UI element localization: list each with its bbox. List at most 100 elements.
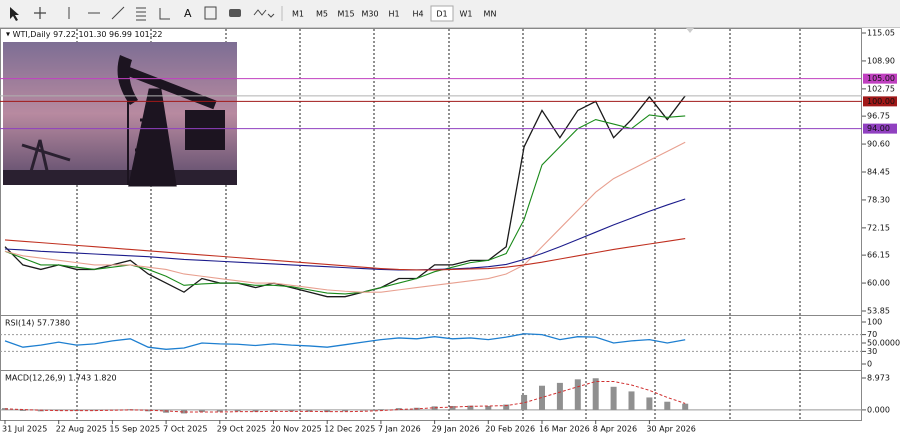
fibo-tool[interactable] xyxy=(159,8,170,20)
level-label: 94.00 xyxy=(867,124,890,133)
x-tick-label: 8 Apr 2026 xyxy=(593,425,637,434)
macd-bar xyxy=(431,406,438,410)
macd-bar xyxy=(216,409,223,412)
x-tick-label: 15 Sep 2025 xyxy=(109,425,160,434)
y-tick-label: 53.85 xyxy=(867,307,890,316)
series-line xyxy=(4,238,686,271)
series-line xyxy=(4,333,686,350)
macd-bar xyxy=(270,409,277,411)
x-tick-label: 30 Apr 2026 xyxy=(646,425,695,434)
y-tick-label: 115.05 xyxy=(867,29,895,38)
y-tick-label: 100 xyxy=(867,318,882,327)
x-tick-label: 29 Jan 2026 xyxy=(432,425,480,434)
macd-bar xyxy=(449,405,456,410)
macd-bar xyxy=(91,409,98,411)
y-tick-label: 8.973 xyxy=(867,374,890,383)
macd-bar xyxy=(574,379,581,410)
macd-bar xyxy=(55,409,62,411)
y-tick-label: 78.30 xyxy=(867,195,890,204)
timeframe-button[interactable]: D1 xyxy=(436,10,447,19)
macd-bar xyxy=(377,409,384,410)
level-label-bg xyxy=(863,123,897,134)
y-tick-label: 96.75 xyxy=(867,112,890,121)
level-label: 100.00 xyxy=(867,97,895,106)
series-line xyxy=(4,141,686,293)
y-tick-label: 0 xyxy=(867,360,872,369)
shapes-tool[interactable] xyxy=(229,9,241,17)
signal-line xyxy=(4,380,686,413)
symbol-caption: ▾ WTI,Daily 97.22 101.30 96.99 101.22 xyxy=(6,30,162,39)
toolbar: A M1 M5 M15 M30 H1 H4 D1 W1 MN xyxy=(0,0,900,28)
symbol: WTI,Daily xyxy=(13,30,51,39)
macd-bar xyxy=(181,409,187,414)
y-tick-label: 0.000 xyxy=(867,405,890,414)
macd-title: MACD(12,26,9) 1.743 1.820 xyxy=(5,374,117,383)
arrows-tool[interactable] xyxy=(253,9,275,18)
macd-bar xyxy=(503,404,510,410)
macd-bar xyxy=(395,408,402,410)
macd-bar xyxy=(342,409,349,412)
timeframe-button[interactable]: H1 xyxy=(388,10,399,19)
series-line xyxy=(4,198,686,271)
x-tick-label: 7 Oct 2025 xyxy=(163,425,207,434)
y-tick-label: 30 xyxy=(867,347,877,356)
timeframe-button[interactable]: M1 xyxy=(292,10,304,19)
x-tick-label: 22 Aug 2025 xyxy=(56,425,107,434)
cursor-tool[interactable] xyxy=(10,7,19,21)
macd-bar xyxy=(198,409,205,413)
x-tick-label: 31 Jul 2025 xyxy=(2,425,47,434)
level-label-bg xyxy=(863,73,897,84)
macd-bar xyxy=(592,378,599,410)
y-tick-label: 90.60 xyxy=(867,140,890,149)
x-tick-label: 16 Mar 2026 xyxy=(539,425,590,434)
oil-pump-image xyxy=(3,42,237,187)
timeframe-button[interactable]: W1 xyxy=(460,10,473,19)
x-tick-label: 20 Feb 2026 xyxy=(485,425,535,434)
macd-bar xyxy=(288,409,295,412)
y-tick-label: 72.15 xyxy=(867,223,890,232)
macd-bar xyxy=(467,405,474,410)
macd-bar xyxy=(324,409,331,413)
y-tick-label: 70 xyxy=(867,330,877,339)
timeframe-button[interactable]: M5 xyxy=(316,10,328,19)
y-tick-label: 102.75 xyxy=(867,84,895,93)
y-tick-label: 50.0000 xyxy=(867,339,900,348)
ohlc-readout: 97.22 101.30 96.99 101.22 xyxy=(53,30,162,39)
timeframe-button[interactable]: MN xyxy=(484,10,497,19)
series-line xyxy=(4,114,686,295)
timeframe-button[interactable]: H4 xyxy=(412,10,423,19)
channel-tool[interactable] xyxy=(136,7,146,21)
macd-bar xyxy=(485,405,492,410)
macd-bar xyxy=(521,394,528,410)
x-tick-label: 20 Nov 2025 xyxy=(271,425,322,434)
macd-bar xyxy=(19,409,26,411)
macd-bar xyxy=(556,382,563,410)
level-label-bg xyxy=(863,96,897,107)
y-tick-label: 66.15 xyxy=(867,251,890,260)
level-label: 105.00 xyxy=(867,74,895,83)
rsi-title: RSI(14) 57.7380 xyxy=(5,319,70,328)
y-tick-label: 84.45 xyxy=(867,168,890,177)
active-timeframe xyxy=(430,5,454,22)
macd-bar xyxy=(628,391,635,410)
macd-bar xyxy=(306,409,313,412)
timeframe-button[interactable]: M15 xyxy=(337,10,354,19)
y-tick-label: 60.00 xyxy=(867,279,890,288)
macd-bar xyxy=(145,409,152,412)
macd-bar xyxy=(360,409,366,411)
x-tick-label: 12 Dec 2025 xyxy=(324,425,375,434)
text-tool[interactable]: A xyxy=(184,7,192,20)
macd-bar xyxy=(646,397,653,410)
y-tick-label: 108.90 xyxy=(867,56,895,65)
crosshair-tool[interactable] xyxy=(34,7,46,19)
macd-bar xyxy=(539,385,545,410)
x-tick-label: 29 Oct 2025 xyxy=(217,425,266,434)
timeframe-button[interactable]: M30 xyxy=(361,10,378,19)
macd-bar xyxy=(234,409,241,412)
x-tick-label: 7 Jan 2026 xyxy=(378,425,421,434)
label-tool[interactable] xyxy=(204,6,217,20)
trendline-tool[interactable] xyxy=(111,6,125,20)
series-line xyxy=(4,95,686,298)
macd-bar xyxy=(252,409,259,412)
